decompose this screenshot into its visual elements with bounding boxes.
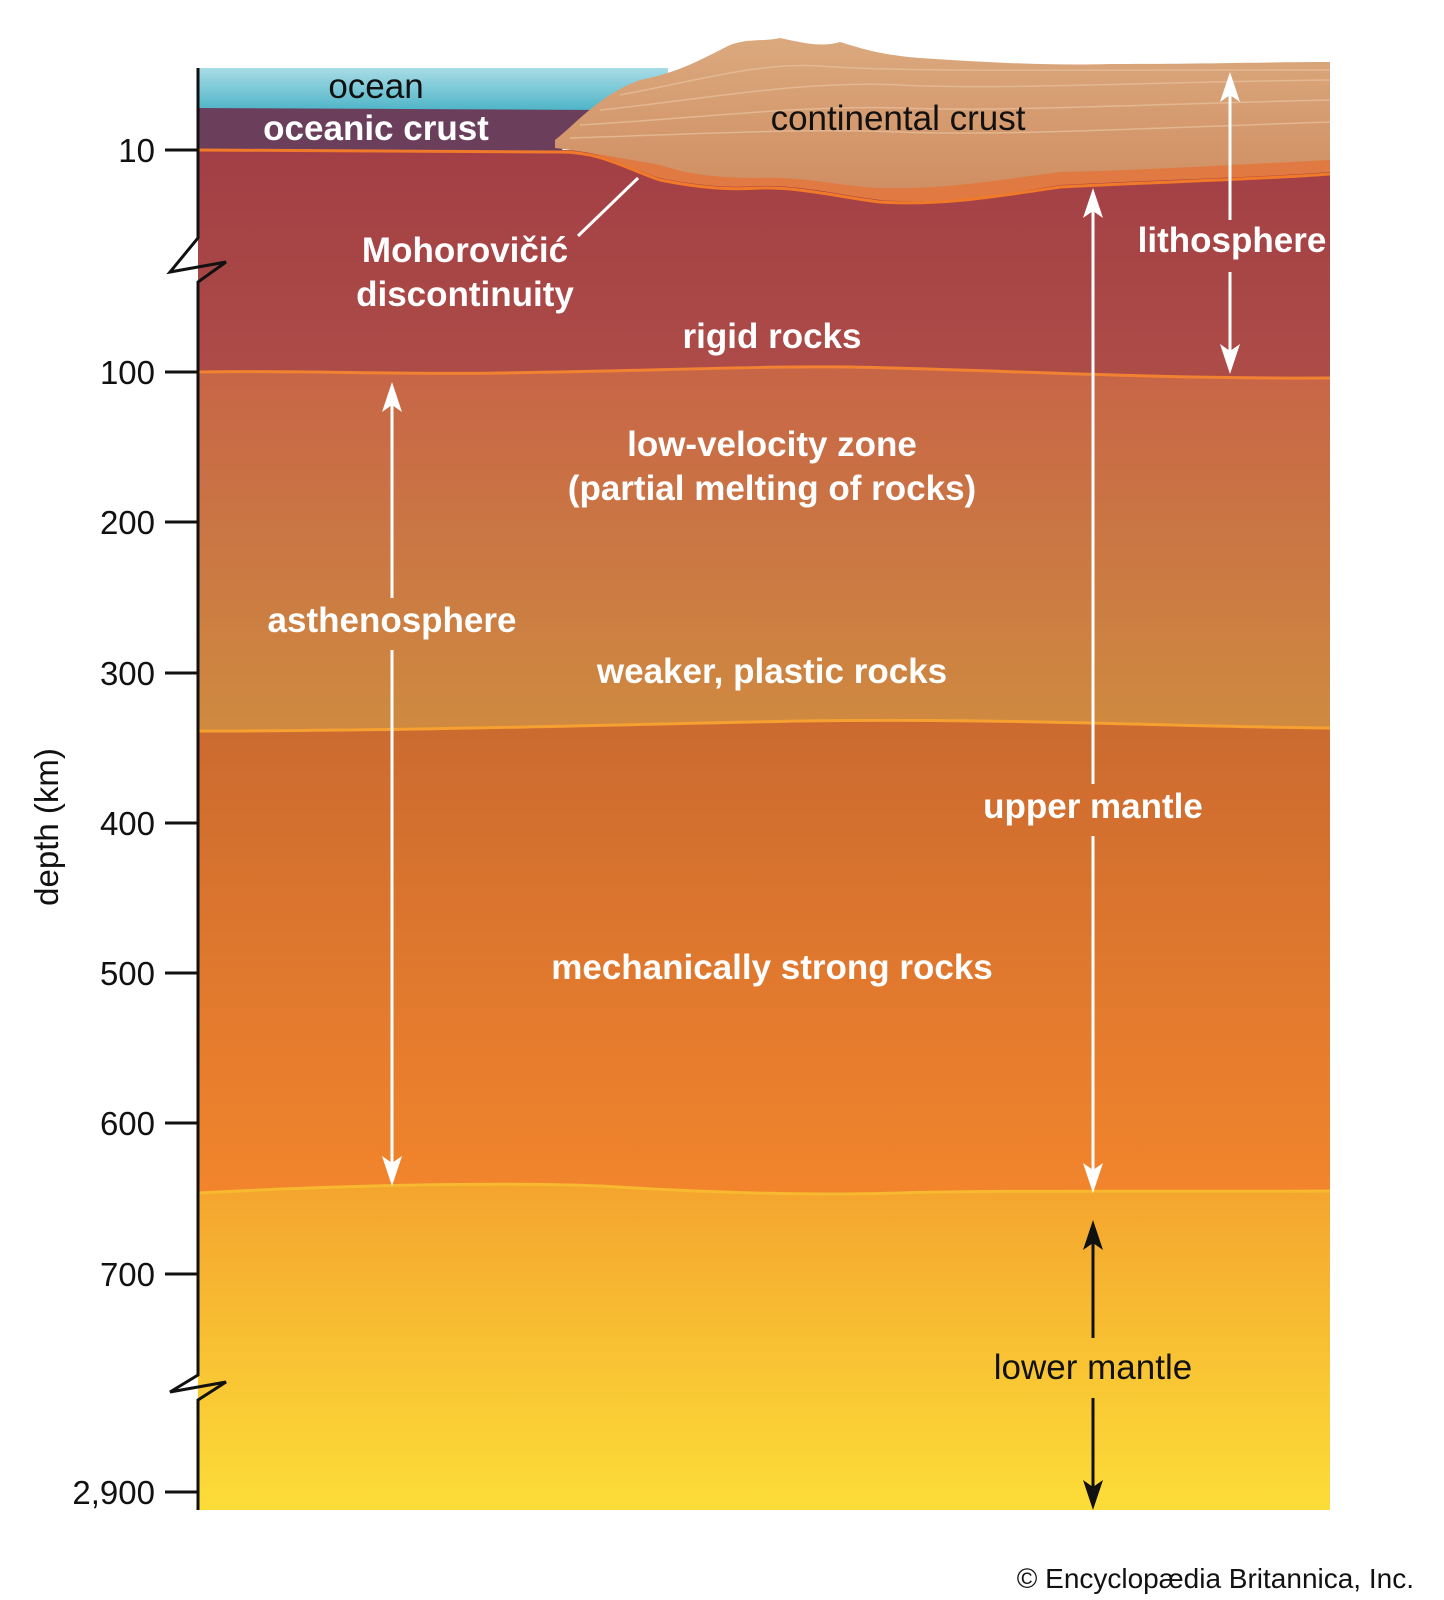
lithosphere-base-line — [197, 365, 1331, 380]
moho-pointer-line — [576, 176, 640, 238]
asthenosphere-arrow — [382, 382, 402, 1186]
moho-label-line1: Mohorovičić — [362, 231, 568, 270]
crust-strata — [569, 64, 1331, 139]
moho-label-line2: discontinuity — [356, 275, 574, 314]
upper-mantle-base-line — [197, 1182, 1331, 1196]
low-velocity-label-line1: low-velocity zone — [627, 425, 917, 464]
upper-mantle-arrow — [1083, 188, 1103, 1193]
oceanic-crust-layer — [198, 108, 600, 152]
low-velocity-base-line — [197, 718, 1331, 733]
weaker-rocks-label: weaker, plastic rocks — [596, 652, 947, 691]
tick-label: 2,900 — [72, 1474, 155, 1511]
ocean-label: ocean — [328, 67, 423, 106]
strong-rocks-label: mechanically strong rocks — [551, 948, 993, 987]
upper-mantle-label: upper mantle — [983, 787, 1203, 826]
tick-label: 600 — [100, 1105, 155, 1142]
copyright-credit: © Encyclopædia Britannica, Inc. — [1017, 1563, 1414, 1594]
low-velocity-label-line2: (partial melting of rocks) — [568, 469, 976, 508]
rigid-rocks-layer — [198, 150, 1330, 379]
tick-label: 500 — [100, 955, 155, 992]
low-velocity-layer — [198, 366, 1330, 731]
continental-crust-label: continental crust — [771, 99, 1026, 138]
oceanic-crust-label: oceanic crust — [263, 109, 489, 148]
tick-label: 200 — [100, 504, 155, 541]
moho-line — [197, 148, 1331, 205]
lower-mantle-layer — [198, 1184, 1330, 1510]
tick-label: 700 — [100, 1256, 155, 1293]
tick-label: 100 — [100, 354, 155, 391]
lower-mantle-arrow — [1083, 1220, 1103, 1510]
tick-label: 10 — [118, 132, 155, 169]
rigid-rocks-label: rigid rocks — [683, 317, 862, 356]
lithosphere-arrow — [1220, 72, 1240, 374]
depth-tick-labels: 10 100 200 300 400 500 600 700 2,900 — [72, 132, 155, 1511]
continental-crust-layer — [555, 38, 1330, 189]
axis-label: depth (km) — [28, 748, 65, 906]
strong-rocks-layer — [198, 720, 1330, 1195]
ocean-layer — [198, 68, 668, 110]
depth-axis — [165, 68, 227, 1510]
lithosphere-label: lithosphere — [1138, 221, 1327, 260]
asthenosphere-label: asthenosphere — [268, 601, 517, 640]
tick-label: 300 — [100, 655, 155, 692]
lower-mantle-label: lower mantle — [994, 1348, 1192, 1387]
tick-label: 400 — [100, 805, 155, 842]
